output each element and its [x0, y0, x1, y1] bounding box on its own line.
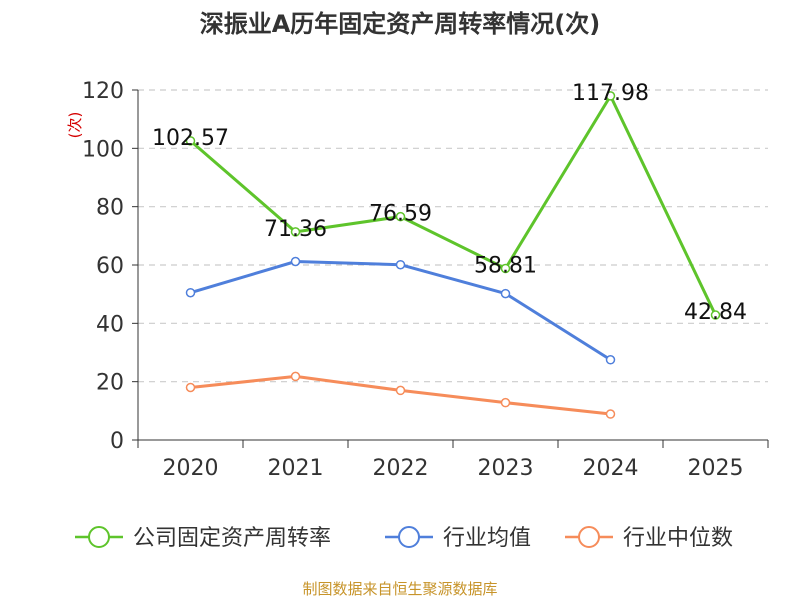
series-line	[190, 260, 612, 362]
x-tick-label: 2022	[373, 456, 429, 481]
y-tick-label: 20	[96, 371, 124, 396]
data-point	[290, 256, 301, 267]
x-tick-label: 2024	[583, 456, 639, 481]
data-point	[500, 397, 511, 408]
legend-marker	[578, 526, 600, 548]
y-tick-label: 80	[96, 196, 124, 221]
legend-marker	[88, 526, 110, 548]
data-point	[605, 409, 616, 419]
chart-title: 深振业A历年固定资产周转率情况(次)	[199, 10, 601, 38]
data-point	[710, 310, 721, 320]
data-label: 42.84	[684, 300, 747, 325]
data-point	[185, 382, 196, 393]
data-point	[395, 211, 406, 222]
data-point	[395, 385, 406, 396]
legend-label: 行业均值	[443, 526, 531, 551]
y-tick-label: 60	[96, 254, 124, 279]
y-tick-label: 100	[82, 137, 124, 162]
source-footer: 制图数据来自恒生聚源数据库	[302, 580, 498, 598]
data-label: 58.81	[474, 253, 537, 278]
data-label: 117.98	[572, 81, 649, 106]
x-tick-label: 2021	[268, 456, 324, 481]
data-point	[500, 288, 511, 299]
data-point	[185, 136, 196, 146]
data-label: 71.36	[264, 217, 327, 242]
series-layer	[185, 91, 721, 419]
x-tick-label: 2020	[163, 456, 219, 481]
data-point	[290, 227, 301, 237]
data-point	[605, 355, 616, 365]
data-point	[185, 287, 196, 298]
grid-lines	[138, 89, 768, 383]
x-tick-label: 2023	[478, 456, 534, 481]
y-axis-label: (次)	[66, 112, 84, 139]
series-line	[189, 94, 717, 316]
x-tick-label: 2025	[688, 456, 744, 481]
data-labels: 102.57 71.36 76.59 58.81 117.98 42.84	[152, 81, 747, 325]
data-point	[500, 263, 511, 274]
y-tick-label: 40	[96, 312, 124, 337]
data-point	[605, 91, 616, 101]
data-point	[290, 371, 301, 382]
legend-marker	[398, 526, 420, 548]
data-label: 76.59	[369, 202, 432, 227]
data-point	[395, 259, 406, 270]
axes: 0 20 40 60 80 100 120 2020 2021 2022 2023 2024 2025 (…	[66, 79, 769, 481]
y-tick-label: 0	[110, 429, 124, 454]
data-label: 102.57	[152, 126, 229, 151]
legend: 公司固定资产周转率 行业均值 行业中位数	[75, 526, 733, 551]
legend-label: 公司固定资产周转率	[133, 526, 331, 551]
legend-label: 行业中位数	[623, 526, 733, 551]
y-tick-label: 120	[82, 79, 124, 104]
